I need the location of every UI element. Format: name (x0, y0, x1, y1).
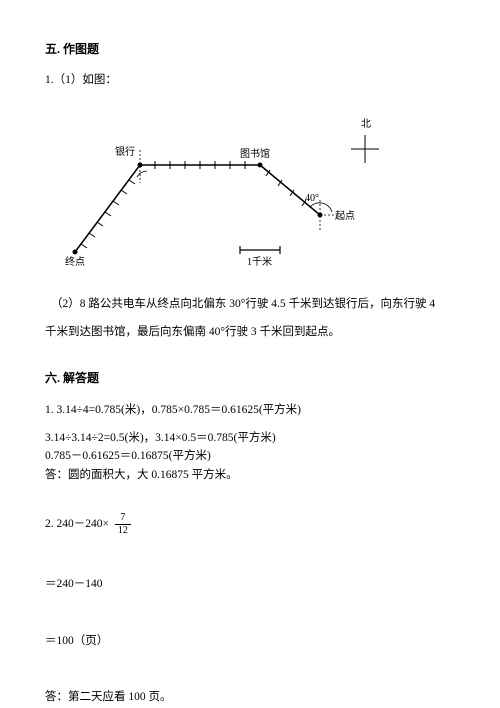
start-label: 起点 (335, 210, 355, 222)
fraction-7-12: 7 12 (115, 512, 131, 537)
q1-line1: 1. 3.14÷4=0.785(米)，0.785×0.785＝0.61625(平… (45, 401, 455, 419)
north-label: 北 (361, 118, 371, 130)
angle-40-label: 40° (305, 193, 319, 204)
section-6-title: 六. 解答题 (45, 369, 455, 388)
route-diagram: 北 终点 银行 图书馆 (45, 105, 425, 275)
compass-icon: 北 (351, 118, 379, 163)
q2-line2: ＝240－140 (45, 575, 455, 593)
q1-part2b: 千米到达图书馆，最后向东偏南 40°行驶 3 千米回到起点。 (45, 323, 455, 341)
q2-line1: 2. 240－240× 7 12 (45, 512, 455, 537)
end-label: 终点 (65, 255, 85, 268)
scale-label: 1千米 (247, 255, 272, 268)
q1-intro: 1.（1）如图： (45, 71, 455, 89)
bank-label: 银行 (115, 145, 135, 158)
library-label: 图书馆 (240, 147, 270, 160)
q1-part2: （2）8 路公共电车从终点向北偏东 30°行驶 4.5 千米到达银行后，向东行驶… (45, 295, 455, 313)
q1-answer: 答：圆的面积大，大 0.16875 平方米。 (45, 466, 455, 484)
section-5-title: 五. 作图题 (45, 40, 455, 59)
fraction-denominator: 12 (115, 525, 131, 537)
q1-line3: 0.785－0.61625＝0.16875(平方米) (45, 447, 455, 465)
q1-line2: 3.14÷3.14÷2=0.5(米)，3.14×0.5＝0.785(平方米) (45, 429, 455, 447)
q2-answer: 答：第二天应看 100 页。 (45, 688, 455, 706)
q2-line3: ＝100（页） (45, 632, 455, 650)
fraction-numerator: 7 (115, 512, 131, 525)
q2-prefix: 2. 240－240× (45, 518, 109, 530)
